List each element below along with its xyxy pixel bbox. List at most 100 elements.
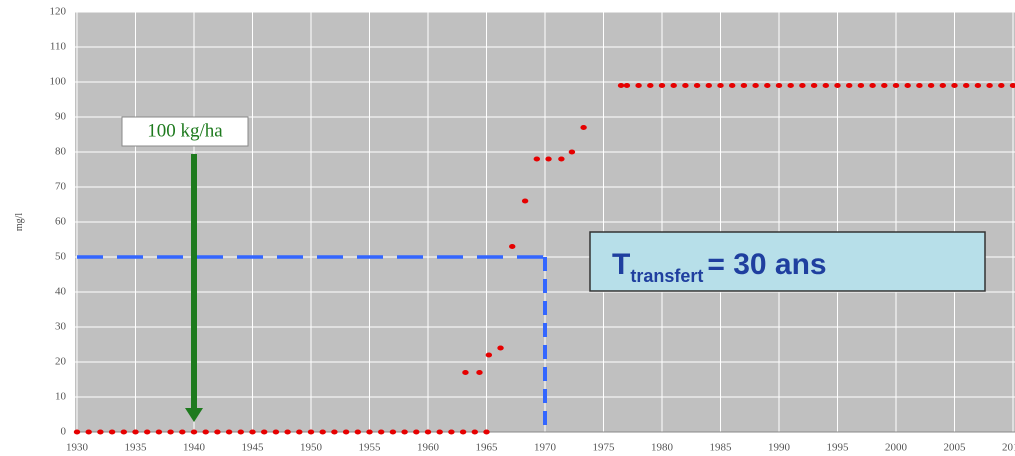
- data-point: [682, 83, 689, 88]
- y-tick-label: 20: [55, 356, 67, 368]
- data-point: [497, 345, 504, 351]
- data-point: [509, 244, 516, 249]
- data-point: [521, 198, 529, 204]
- data-point: [617, 83, 625, 88]
- y-tick-label: 80: [55, 146, 67, 158]
- data-point: [670, 83, 677, 88]
- data-point: [764, 83, 771, 88]
- data-point: [179, 429, 186, 435]
- data-point: [533, 156, 541, 162]
- data-point: [892, 83, 900, 88]
- y-tick-label: 30: [55, 321, 67, 333]
- data-point: [717, 83, 724, 88]
- data-point: [167, 429, 174, 435]
- data-point: [857, 83, 865, 88]
- data-point: [413, 429, 420, 435]
- data-point: [342, 429, 350, 435]
- data-point: [401, 429, 408, 435]
- x-tick-label: 2000: [885, 442, 908, 454]
- data-point: [729, 83, 736, 88]
- data-point: [132, 429, 139, 435]
- data-point: [108, 429, 116, 435]
- data-point: [568, 149, 576, 155]
- data-point: [249, 429, 256, 435]
- data-point: [916, 83, 923, 88]
- arrow-head: [185, 408, 203, 422]
- x-tick-label: 1985: [710, 442, 733, 454]
- data-point: [272, 429, 280, 435]
- data-point: [1009, 83, 1015, 88]
- x-tick-label: 1965: [476, 442, 499, 454]
- y-axis-label: mg/l: [14, 213, 25, 232]
- data-point: [225, 429, 233, 435]
- data-point: [471, 429, 478, 435]
- data-point: [459, 429, 467, 435]
- data-point: [963, 83, 970, 88]
- data-point: [558, 156, 565, 162]
- y-tick-label: 60: [55, 216, 67, 228]
- result-box: [589, 231, 986, 292]
- data-point: [296, 429, 303, 435]
- data-point: [190, 429, 198, 435]
- y-tick-label: 120: [50, 6, 67, 18]
- data-point: [331, 429, 338, 435]
- x-tick-label: 1990: [768, 442, 791, 454]
- x-tick-label: 1980: [651, 442, 674, 454]
- x-tick-label: 1930: [66, 442, 89, 454]
- data-point: [237, 429, 244, 435]
- data-point: [120, 429, 128, 435]
- data-point: [635, 83, 642, 88]
- data-point: [623, 83, 631, 88]
- data-point: [740, 83, 748, 88]
- data-point: [787, 83, 794, 88]
- x-tick-label: 1995: [827, 442, 850, 454]
- data-point: [927, 83, 935, 88]
- x-tick-label: 1960: [417, 442, 440, 454]
- data-point: [939, 83, 946, 88]
- result-text: Ttransfert = 30 ans: [612, 248, 827, 286]
- data-point: [951, 83, 958, 88]
- data-point: [545, 156, 552, 162]
- x-tick-label: 1935: [125, 442, 148, 454]
- data-point: [448, 429, 455, 435]
- data-point: [986, 83, 993, 88]
- data-point: [366, 429, 373, 435]
- data-point: [775, 83, 783, 88]
- data-point: [476, 370, 483, 375]
- x-tick-label: 1970: [534, 442, 557, 454]
- data-point: [378, 429, 385, 435]
- data-point: [822, 83, 829, 88]
- x-tick-label: 1940: [183, 442, 206, 454]
- data-point: [752, 83, 759, 88]
- data-point: [799, 83, 806, 88]
- x-tick-label: 1955: [359, 442, 382, 454]
- data-point: [834, 83, 841, 88]
- data-point: [485, 352, 493, 358]
- data-point: [424, 429, 432, 435]
- data-point: [658, 83, 666, 88]
- x-tick-label: 1945: [242, 442, 265, 454]
- y-tick-label: 100: [50, 76, 67, 88]
- x-tick-label: 1975: [593, 442, 616, 454]
- data-point: [354, 429, 361, 435]
- data-point: [998, 83, 1005, 88]
- data-point: [307, 429, 315, 435]
- data-point: [155, 429, 163, 435]
- data-point: [319, 429, 326, 435]
- result-sub: transfert: [630, 266, 703, 286]
- y-tick-label: 0: [61, 426, 67, 438]
- data-point: [693, 83, 701, 88]
- data-point: [705, 83, 712, 88]
- y-tick-label: 70: [55, 181, 67, 193]
- data-point: [85, 429, 92, 435]
- data-point: [73, 429, 81, 435]
- result-rest: = 30 ans: [707, 248, 826, 281]
- y-tick-label: 50: [55, 251, 67, 263]
- data-point: [144, 429, 151, 435]
- x-tick-label: 2005: [944, 442, 967, 454]
- data-point: [261, 429, 268, 435]
- y-tick-label: 40: [55, 286, 67, 298]
